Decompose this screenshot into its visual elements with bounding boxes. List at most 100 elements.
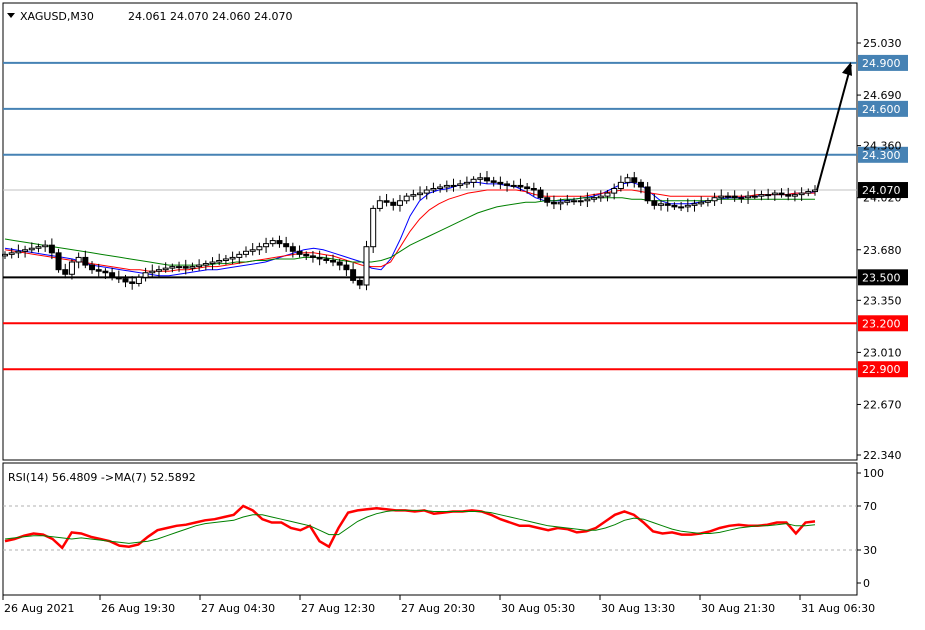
candle-body	[222, 258, 229, 261]
candle-body	[698, 201, 705, 205]
candle-body	[356, 279, 363, 286]
candle-body	[497, 181, 504, 185]
candle-body	[537, 189, 544, 199]
candle-body	[443, 184, 450, 188]
time-tick-label: 30 Aug 21:30	[701, 602, 775, 615]
candle-body	[771, 192, 778, 196]
candle-body	[423, 189, 430, 194]
candle-body	[68, 261, 75, 275]
candle-body	[330, 259, 337, 263]
candle-body	[82, 256, 89, 266]
main-chart-panel[interactable]	[2, 2, 858, 461]
candle-body	[550, 201, 557, 205]
level-tag-24.900	[858, 54, 908, 71]
candle-body	[684, 204, 691, 208]
time-tick-label: 27 Aug 12:30	[301, 602, 375, 615]
price-tick-label: 22.340	[863, 449, 902, 462]
candle-body	[236, 253, 243, 258]
candle-body	[162, 267, 169, 271]
candle-body	[591, 197, 598, 200]
candle-body	[122, 278, 129, 283]
candle-body	[115, 276, 122, 280]
candle-body	[463, 181, 470, 185]
ma-line-1	[4, 181, 816, 277]
candle-body	[671, 204, 678, 208]
candle-body	[269, 240, 276, 245]
time-tick-label: 26 Aug 19:30	[101, 602, 175, 615]
candle-body	[176, 266, 183, 269]
candle-body	[785, 194, 792, 197]
current-price-label: 24.070	[862, 184, 901, 197]
candle-body	[691, 203, 698, 206]
candle-body	[611, 188, 618, 194]
candle-body	[343, 264, 350, 271]
candle-body	[155, 269, 162, 272]
candle-body	[383, 200, 390, 203]
price-tick-label: 25.030	[863, 37, 902, 50]
current-price-tag	[858, 182, 908, 199]
candle-body	[276, 240, 283, 245]
candle-body	[256, 246, 263, 251]
candle-body	[637, 181, 644, 188]
forecast-arrow-line	[816, 64, 852, 191]
candle-body	[102, 270, 109, 274]
candle-body	[316, 256, 323, 260]
candle-body	[42, 244, 49, 248]
candle-body	[142, 272, 149, 278]
candle-body	[658, 203, 665, 206]
level-label-23.200: 23.200	[862, 317, 901, 330]
candle-body	[303, 253, 310, 257]
candle-body	[738, 197, 745, 200]
candle-body	[517, 184, 524, 188]
candle-body	[2, 253, 8, 257]
candle-body	[450, 184, 457, 187]
candle-body	[483, 177, 490, 182]
level-tag-24.300	[858, 146, 908, 163]
candle-body	[109, 272, 116, 278]
candle-body	[430, 188, 437, 191]
candle-body	[524, 186, 531, 190]
candle-body	[617, 181, 624, 190]
candle-body	[95, 269, 102, 272]
forecast-arrow	[816, 61, 852, 191]
candle-body	[202, 263, 209, 266]
ma-line-3	[4, 197, 815, 266]
candle-body	[89, 264, 96, 271]
price-tick-label: 24.360	[863, 140, 902, 153]
candle-body	[129, 281, 136, 284]
candle-body	[470, 178, 477, 183]
candle-body	[631, 177, 638, 183]
rsi-header: RSI(14) 56.4809 ->MA(7) 52.5892	[8, 471, 196, 484]
candle-body	[309, 255, 316, 258]
rsi-ma-line	[4, 509, 816, 544]
candle-body	[417, 192, 424, 196]
candle-body	[15, 250, 22, 254]
candle-body	[504, 183, 511, 186]
candle-body	[229, 256, 236, 260]
candle-body	[577, 200, 584, 203]
level-tag-23.200	[858, 315, 908, 332]
candle-body	[135, 276, 142, 284]
rsi-tick-label: 70	[863, 500, 877, 513]
symbol-label: XAGUSD,M30	[20, 10, 94, 23]
price-tick-label: 23.010	[863, 346, 902, 359]
candle-body	[323, 258, 330, 261]
candle-body	[28, 247, 35, 251]
candle-body	[289, 246, 296, 252]
time-tick-label: 31 Aug 06:30	[801, 602, 875, 615]
ohlc-values: 24.061 24.070 24.060 24.070	[128, 10, 292, 23]
chevron-down-icon[interactable]	[7, 13, 15, 18]
price-tick-label: 24.690	[863, 89, 902, 102]
candle-body	[457, 183, 464, 186]
candle-body	[336, 261, 343, 266]
price-tick-label: 24.020	[863, 192, 902, 205]
moving-averages	[4, 181, 816, 277]
rsi-line	[4, 504, 816, 550]
candle-body	[604, 192, 611, 197]
candle-body	[664, 203, 671, 206]
candle-body	[812, 189, 818, 193]
candle-body	[711, 197, 718, 202]
candle-body	[189, 266, 196, 269]
time-axis: 26 Aug 2021 26 Aug 19:30 27 Aug 04:30 27 Au…	[2, 595, 875, 615]
price-tick-label: 23.350	[863, 294, 902, 307]
